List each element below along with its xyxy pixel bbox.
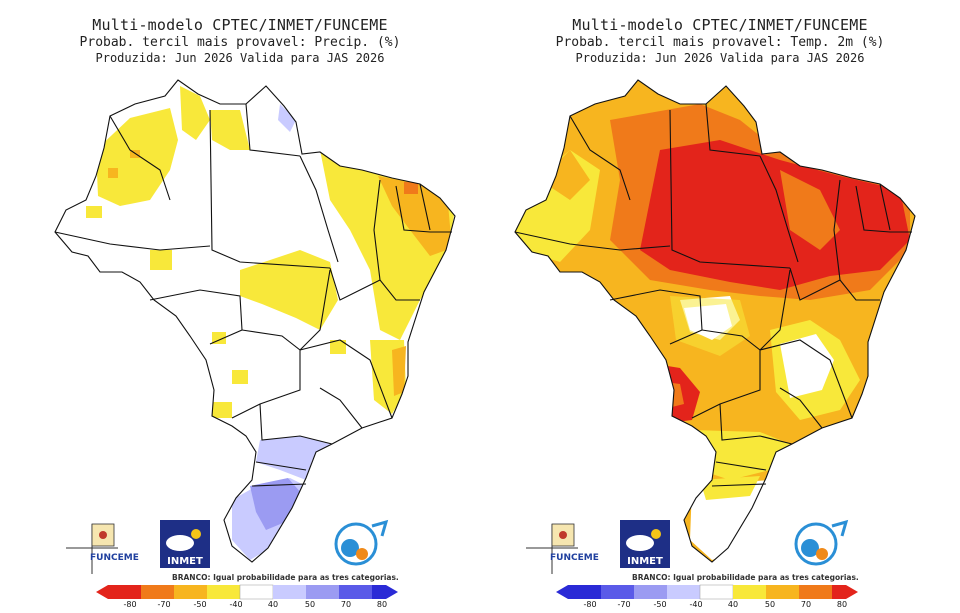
precip-legend-tick: -40 [229,600,243,609]
temp-subtitle: Probab. tercil mais provavel: Temp. 2m (… [555,35,885,50]
funceme-logo-text: FUNCEME [550,553,599,563]
precip-yellow-region [150,250,172,270]
inmet-logo-text: INMET [627,556,663,567]
precip-light-orange-cell [108,168,118,178]
temp-yellow-region [692,430,790,480]
temp-legend-tick: -70 [617,600,631,609]
temp-title: Multi-modelo CPTEC/INMET/FUNCEME [572,16,868,34]
precip-state-borders [54,79,456,563]
precip-subtitle: Probab. tercil mais provavel: Precip. (%… [79,35,401,50]
precip-title-block: Multi-modelo CPTEC/INMET/FUNCEME Probab.… [0,16,480,66]
precip-yellow-region [232,370,248,384]
precip-yellow-region [86,206,102,218]
temp-white-region [780,334,834,398]
precip-legend-tick: 80 [376,600,388,609]
inmet-logo: INMET [620,520,670,568]
temp-legend-tick: 50 [764,600,776,609]
precip-light-blue-region [278,104,296,132]
precip-legend-tick: 40 [267,600,279,609]
temp-light-orange-region [540,150,590,200]
temp-legend-note: BRANCO: Igual probabilidade para as tres… [632,573,859,582]
precip-legend-tick: -70 [157,600,171,609]
temp-red-region [640,140,910,290]
precip-yellow-region [330,340,346,354]
temp-legend-tick: 70 [800,600,812,609]
funceme-logo: FUNCEME [66,523,139,574]
precip-light-orange-region [392,346,406,396]
temp-legend-tick: 40 [727,600,739,609]
precip-map: FUNCEME INMET [54,79,456,600]
precip-yellow-region [180,86,210,140]
temperature-map-panel: Multi-modelo CPTEC/INMET/FUNCEME Probab.… [480,0,960,613]
precip-legend-tick: 70 [340,600,352,609]
precip-legend-tick: -50 [193,600,207,609]
precip-legend-tick: -80 [123,600,137,609]
precip-yellow-region [210,110,250,150]
temp-legend-tick: -80 [583,600,597,609]
precipitation-map-panel: Multi-modelo CPTEC/INMET/FUNCEME Probab.… [0,16,480,609]
precip-produced-date: Produzida: Jun 2026 Valida para JAS 2026 [95,51,385,65]
precip-yellow-region [240,250,338,330]
temp-produced-date: Produzida: Jun 2026 Valida para JAS 2026 [575,51,865,65]
temp-state-borders [514,79,916,563]
precip-light-orange-cell [130,150,140,158]
temp-yellow-region [700,476,760,500]
precip-title: Multi-modelo CPTEC/INMET/FUNCEME [92,16,388,34]
temp-legend-tick: -50 [653,600,667,609]
temp-map: FUNCEME INMET [514,79,916,600]
precip-orange-cell [404,182,418,194]
inmet-logo-text: INMET [167,556,203,567]
temp-orange-region [780,170,840,250]
temp-white-region [684,304,732,340]
inmet-logo: INMET [160,520,210,568]
precip-anomaly-fields [86,86,455,560]
temp-legend-bar [556,584,858,600]
precip-light-blue-region [256,436,330,480]
temp-legend-tick: -40 [689,600,703,609]
temp-title-block: Multi-modelo CPTEC/INMET/FUNCEME Probab.… [480,16,960,66]
temp-legend-tick: 80 [836,600,848,609]
precip-legend-note: BRANCO: Igual probabilidade para as tres… [172,573,399,582]
precip-legend-bar [96,584,398,600]
precip-legend-tick: 50 [304,600,316,609]
funceme-logo: FUNCEME [526,523,599,574]
precip-light-orange-region [378,176,452,256]
inpe-logo [334,519,389,566]
funceme-logo-text: FUNCEME [90,553,139,563]
precip-yellow-region [212,402,232,418]
inpe-logo [794,519,849,566]
